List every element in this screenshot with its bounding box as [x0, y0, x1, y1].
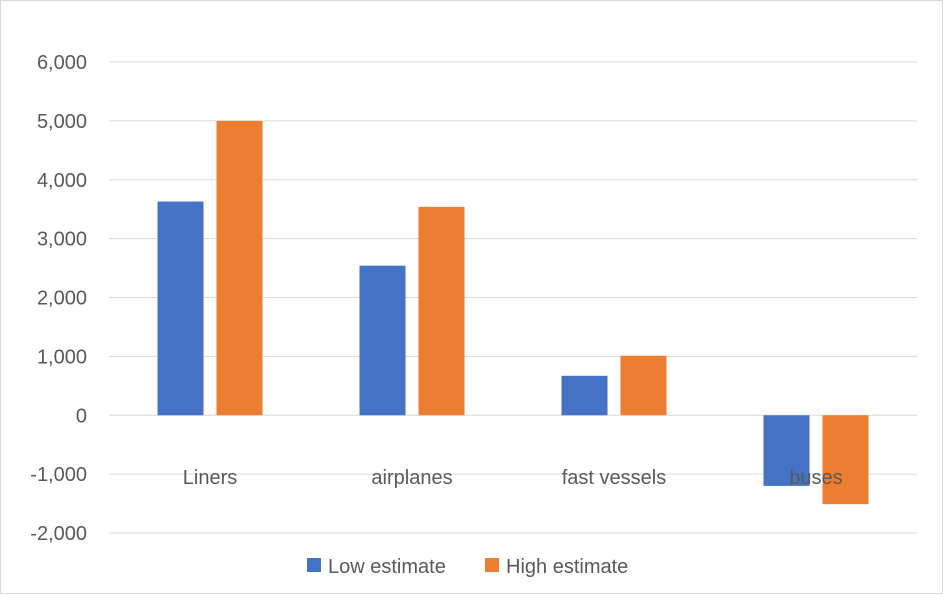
- category-labels: Liners airplanes fast vessels buses: [183, 467, 843, 489]
- category-label: airplanes: [371, 467, 452, 489]
- legend-swatch: [307, 558, 321, 572]
- y-axis-tick-labels: -2,000 -1,000 0 1,000 2,000 3,000 4,000 5,000 6,…: [30, 52, 87, 545]
- category-label: Liners: [183, 467, 237, 489]
- y-tick-label: 3,000: [37, 229, 87, 251]
- bar-low-estimate-2: [561, 375, 608, 416]
- category-label: buses: [789, 467, 842, 489]
- legend: Low estimate High estimate: [307, 556, 628, 578]
- y-tick-label: 0: [76, 405, 87, 427]
- bar-low-estimate-0: [157, 201, 204, 416]
- bar-high-estimate-0: [216, 120, 263, 416]
- y-tick-label: 6,000: [37, 52, 87, 74]
- y-tick-label: 2,000: [37, 288, 87, 310]
- bar-low-estimate-3: [763, 415, 810, 486]
- bar-high-estimate-3: [822, 415, 869, 505]
- y-tick-label: -2,000: [30, 523, 87, 545]
- y-tick-label: -1,000: [30, 464, 87, 486]
- bar-high-estimate-2: [620, 355, 667, 416]
- bar-high-estimate-1: [418, 206, 465, 416]
- y-tick-label: 4,000: [37, 170, 87, 192]
- bar-low-estimate-1: [359, 265, 406, 416]
- legend-label: Low estimate: [328, 556, 446, 578]
- category-label: fast vessels: [562, 467, 666, 489]
- legend-label: High estimate: [506, 556, 628, 578]
- bars: [157, 120, 869, 505]
- legend-swatch: [485, 558, 499, 572]
- y-tick-label: 5,000: [37, 111, 87, 133]
- y-tick-label: 1,000: [37, 346, 87, 368]
